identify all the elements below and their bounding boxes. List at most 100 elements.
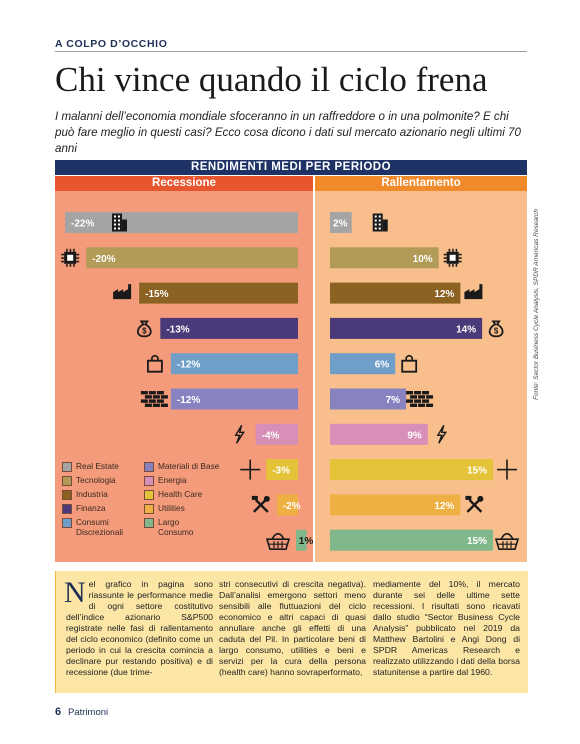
bar-recessione-energia	[255, 423, 298, 445]
value-label-recessione-energia: -4%	[262, 430, 280, 441]
medical-cross-icon	[497, 459, 517, 480]
legend-label-materiali: Materiali di Base	[158, 461, 220, 471]
value-label-recessione-real-estate: -22%	[71, 219, 94, 230]
bar-recessione-finanza	[160, 317, 298, 339]
bar-rallentamento-consumi-discrezionali	[330, 353, 396, 375]
cpu-chip-icon	[61, 248, 80, 267]
bar-rallentamento-largo-consumo	[330, 529, 493, 551]
returns-chart: RENDIMENTI MEDI PER PERIODO Recessione R…	[55, 160, 527, 562]
value-label-rallentamento-real-estate: 2%	[333, 219, 348, 230]
legend-swatch-finanza	[62, 504, 72, 514]
legend-label-finanza: Finanza	[76, 503, 106, 513]
shopping-bag-icon	[147, 354, 163, 373]
value-label-recessione-finanza: -13%	[166, 324, 189, 335]
shopping-bag-icon	[401, 354, 418, 373]
recession-header: Recessione	[55, 176, 313, 191]
money-bag-icon: $	[488, 320, 504, 338]
legend-label-largo-consumo: Largo Consumo	[158, 517, 194, 537]
value-label-recessione-consumi-discrezionali: -12%	[177, 360, 200, 371]
legend-label-tecnologia: Tecnologia	[76, 475, 116, 485]
value-label-rallentamento-materiali-di-base: 7%	[386, 395, 401, 406]
value-label-rallentamento-industria: 12%	[434, 289, 454, 300]
bar-rallentamento-tecnologia	[330, 247, 439, 269]
section-kicker: A COLPO D’OCCHIO	[55, 38, 168, 50]
svg-text:$: $	[494, 326, 499, 335]
page-title: Chi vince quando il ciclo frena	[55, 60, 488, 99]
article-text-2: stri consecutivi di crescita negativa). …	[219, 579, 366, 677]
bar-recessione-utilities	[276, 494, 298, 516]
bar-recessione-consumi-discrezionali	[170, 353, 298, 375]
legend-swatch-utilities	[144, 504, 154, 514]
article-column-3: mediamente del 10%, il mercato durante s…	[373, 579, 520, 678]
value-label-rallentamento-finanza: 14%	[456, 324, 476, 335]
lightning-icon	[436, 424, 448, 444]
bar-recessione-real-estate	[65, 212, 298, 233]
magazine-name: Patrimoni	[68, 707, 109, 718]
cpu-chip-icon	[443, 248, 462, 267]
value-label-rallentamento-health-care: 15%	[467, 466, 487, 477]
factory-icon	[464, 284, 483, 300]
legend-label-real-estate: Real Estate	[76, 461, 119, 471]
page-subtitle: I malanni dell’economia mondiale sfocera…	[55, 110, 521, 155]
chart-legend: Real Estate Tecnologia Industria Finanza…	[60, 460, 225, 540]
legend-swatch-health-care	[144, 490, 154, 500]
factory-icon	[113, 284, 132, 300]
legend-label-consumi-discrezionali: Consumi Discrezionali	[76, 517, 124, 537]
legend-label-energia: Energia	[158, 475, 187, 485]
legend-swatch-real-estate	[62, 462, 72, 472]
bar-rallentamento-health-care	[330, 459, 493, 481]
legend-swatch-industria	[62, 490, 72, 500]
value-label-rallentamento-utilities: 12%	[434, 501, 454, 512]
panel-divider	[313, 191, 315, 562]
legend-swatch-materiali	[144, 462, 154, 472]
value-label-rallentamento-tecnologia: 10%	[413, 254, 433, 265]
page-number: 6	[55, 706, 62, 718]
svg-text:$: $	[142, 326, 147, 335]
value-label-rallentamento-consumi-discrezionali: 6%	[375, 360, 390, 371]
top-rule	[55, 51, 527, 52]
legend-label-health-care: Health Care	[158, 489, 203, 499]
building-icon	[112, 213, 127, 232]
tools-icon	[465, 495, 484, 513]
brick-wall-icon	[140, 391, 168, 407]
bar-rallentamento-utilities	[330, 494, 461, 516]
building-icon	[372, 213, 388, 232]
article-text-3: mediamente del 10%, il mercato durante s…	[373, 579, 520, 677]
brick-wall-icon	[406, 391, 434, 407]
chart-title: RENDIMENTI MEDI PER PERIODO	[55, 160, 527, 175]
value-label-recessione-health-care: -3%	[272, 466, 290, 477]
bar-recessione-tecnologia	[86, 247, 298, 269]
shopping-basket-icon	[494, 532, 520, 550]
bar-rallentamento-industria	[330, 282, 461, 304]
legend-label-industria: Industria	[76, 489, 108, 499]
article-text-1: el grafico in pagina sono riassunte le p…	[66, 579, 213, 677]
bar-recessione-health-care	[266, 459, 298, 481]
legend-label-utilities: Utilities	[158, 503, 185, 513]
drop-cap: N	[64, 576, 86, 609]
legend-swatch-consumi-discrezionali	[62, 518, 72, 528]
legend-swatch-tecnologia	[62, 476, 72, 486]
medical-cross-icon	[240, 459, 261, 480]
shopping-basket-icon	[265, 532, 291, 550]
legend-swatch-largo-consumo	[144, 518, 154, 528]
bar-rallentamento-real-estate	[330, 212, 352, 233]
value-label-recessione-utilities: -2%	[283, 501, 301, 512]
value-label-recessione-tecnologia: -20%	[92, 254, 115, 265]
money-bag-icon: $	[136, 320, 152, 338]
value-label-rallentamento-largo-consumo: 15%	[467, 536, 487, 547]
value-label-recessione-industria: -15%	[145, 289, 168, 300]
bar-rallentamento-energia	[330, 423, 428, 445]
chart-source: Fonte: Sector Business Cycle Analysis, S…	[533, 209, 540, 400]
value-label-rallentamento-energia: 9%	[407, 430, 422, 441]
bar-rallentamento-materiali-di-base	[330, 388, 407, 410]
lightning-icon	[234, 424, 245, 444]
slowdown-header: Rallentamento	[315, 176, 527, 191]
value-label-recessione-materiali-di-base: -12%	[177, 395, 200, 406]
bar-recessione-industria	[139, 282, 298, 304]
bar-rallentamento-finanza	[330, 317, 483, 339]
tools-icon	[251, 495, 270, 513]
chart-bars-svg: -22% 2% -20% 10% -15% 12% -13% $ 14% $ -12% 6% -12% 7…	[61, 212, 520, 551]
bar-recessione-materiali-di-base	[170, 388, 298, 410]
